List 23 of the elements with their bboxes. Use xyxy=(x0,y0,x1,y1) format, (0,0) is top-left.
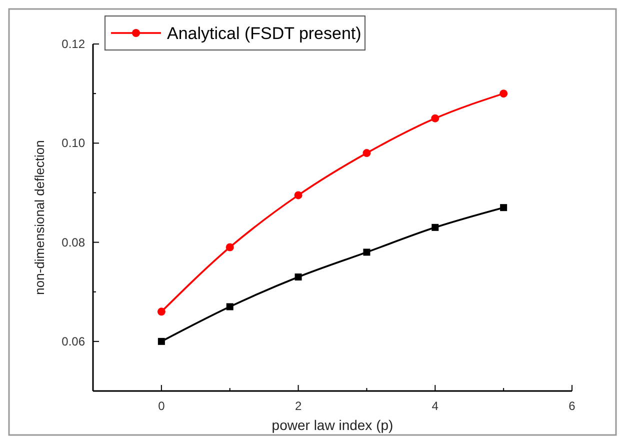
point xyxy=(157,308,166,316)
point xyxy=(431,114,440,122)
point xyxy=(432,224,439,231)
y-tick-label: 0.10 xyxy=(62,136,86,150)
point xyxy=(294,273,302,280)
x-tick-label: 0 xyxy=(158,399,166,413)
x-tick-label: 2 xyxy=(294,399,302,413)
point xyxy=(500,204,508,212)
legend-label: Analytical (FSDT present) xyxy=(167,24,362,43)
x-axis-title: power law index (p) xyxy=(272,417,394,433)
point xyxy=(500,90,508,98)
point xyxy=(362,149,371,158)
y-tick-label: 0.12 xyxy=(62,37,86,51)
y-axis-title: non-dimensional deflection xyxy=(32,140,47,295)
point xyxy=(226,303,234,310)
y-tick-label: 0.06 xyxy=(62,334,86,348)
point xyxy=(158,338,165,345)
point xyxy=(294,191,302,200)
x-tick-label: 4 xyxy=(432,399,439,413)
point xyxy=(226,243,234,252)
y-tick-label: 0.08 xyxy=(62,235,86,250)
point xyxy=(363,248,370,256)
x-tick-label: 6 xyxy=(568,399,576,413)
